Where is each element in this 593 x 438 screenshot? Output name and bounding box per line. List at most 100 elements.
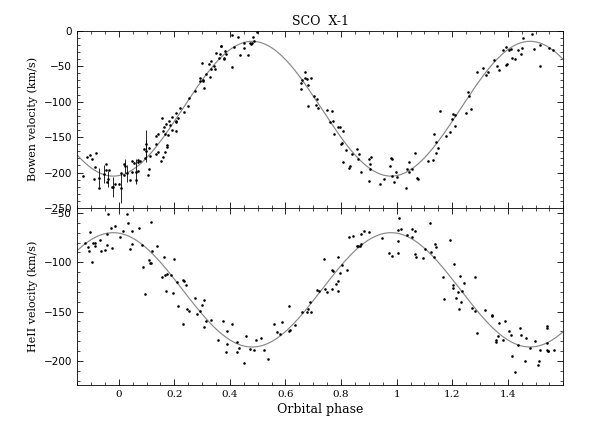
Point	[504, 327, 514, 334]
Point	[534, 358, 544, 365]
Point	[269, 321, 279, 328]
Point	[171, 118, 180, 125]
Point	[495, 67, 504, 74]
Point	[216, 50, 225, 57]
Point	[228, 32, 237, 39]
Point	[457, 287, 467, 294]
Point	[240, 45, 249, 52]
Point	[492, 336, 501, 343]
Point	[439, 295, 449, 302]
Point	[205, 73, 215, 80]
Point	[134, 224, 144, 231]
Point	[195, 308, 205, 315]
Point	[218, 318, 228, 325]
Point	[176, 104, 185, 111]
Point	[527, 30, 537, 37]
Point	[514, 46, 523, 53]
Point	[136, 157, 145, 164]
Point	[301, 74, 310, 81]
Point	[518, 45, 527, 52]
Point	[123, 219, 132, 226]
Text: SCO  X-1: SCO X-1	[292, 15, 349, 28]
Point	[513, 342, 522, 349]
Point	[229, 43, 238, 50]
Point	[162, 143, 171, 150]
Point	[251, 337, 261, 344]
Point	[511, 56, 520, 63]
Point	[146, 153, 155, 160]
Point	[471, 274, 480, 281]
Point	[336, 124, 345, 131]
Point	[543, 347, 553, 354]
Point	[322, 106, 331, 113]
Point	[386, 154, 396, 161]
Point	[431, 241, 440, 248]
Point	[193, 311, 202, 318]
Point	[278, 318, 287, 325]
Point	[365, 229, 374, 236]
Point	[240, 40, 249, 47]
Point	[297, 308, 307, 315]
Point	[246, 40, 256, 47]
Point	[211, 49, 221, 57]
Point	[402, 166, 412, 173]
Point	[376, 180, 385, 187]
Point	[329, 131, 339, 138]
Point	[502, 61, 512, 68]
Point	[353, 243, 362, 250]
Point	[535, 62, 545, 69]
Point	[244, 52, 253, 59]
Point	[168, 290, 178, 297]
Point	[235, 52, 245, 59]
Point	[447, 116, 457, 123]
Point	[449, 261, 458, 268]
Point	[527, 21, 537, 28]
Point	[334, 278, 343, 285]
Point	[139, 145, 148, 152]
Point	[333, 254, 343, 261]
Point	[365, 160, 375, 167]
Point	[323, 289, 332, 296]
Point	[472, 330, 482, 337]
Point	[366, 153, 376, 160]
Point	[90, 176, 99, 183]
Point	[394, 215, 404, 222]
Point	[549, 46, 558, 53]
Point	[506, 26, 516, 33]
Point	[85, 229, 94, 236]
Point	[90, 243, 100, 250]
Point	[221, 348, 231, 355]
Point	[141, 154, 150, 161]
Point	[116, 170, 125, 177]
Point	[94, 184, 104, 191]
Point	[448, 111, 457, 118]
Point	[87, 258, 96, 265]
Point	[119, 172, 128, 179]
Point	[338, 127, 347, 134]
Point	[508, 352, 517, 359]
Point	[487, 312, 496, 319]
Point	[184, 95, 194, 102]
Point	[333, 123, 342, 130]
Point	[313, 104, 323, 111]
Point	[453, 288, 463, 295]
Point	[356, 241, 366, 248]
Point	[103, 241, 112, 248]
Point	[167, 126, 177, 133]
Point	[534, 361, 543, 368]
Point	[451, 295, 461, 302]
Point	[487, 312, 497, 319]
Point	[95, 236, 105, 243]
Point	[328, 268, 337, 275]
Point	[216, 42, 226, 49]
Point	[337, 140, 347, 147]
Point	[228, 320, 237, 327]
Point	[210, 62, 219, 69]
Point	[501, 62, 511, 69]
Point	[327, 266, 337, 273]
Point	[355, 243, 364, 250]
Point	[134, 158, 144, 165]
Point	[110, 222, 119, 229]
Point	[315, 288, 324, 295]
Point	[291, 321, 300, 328]
